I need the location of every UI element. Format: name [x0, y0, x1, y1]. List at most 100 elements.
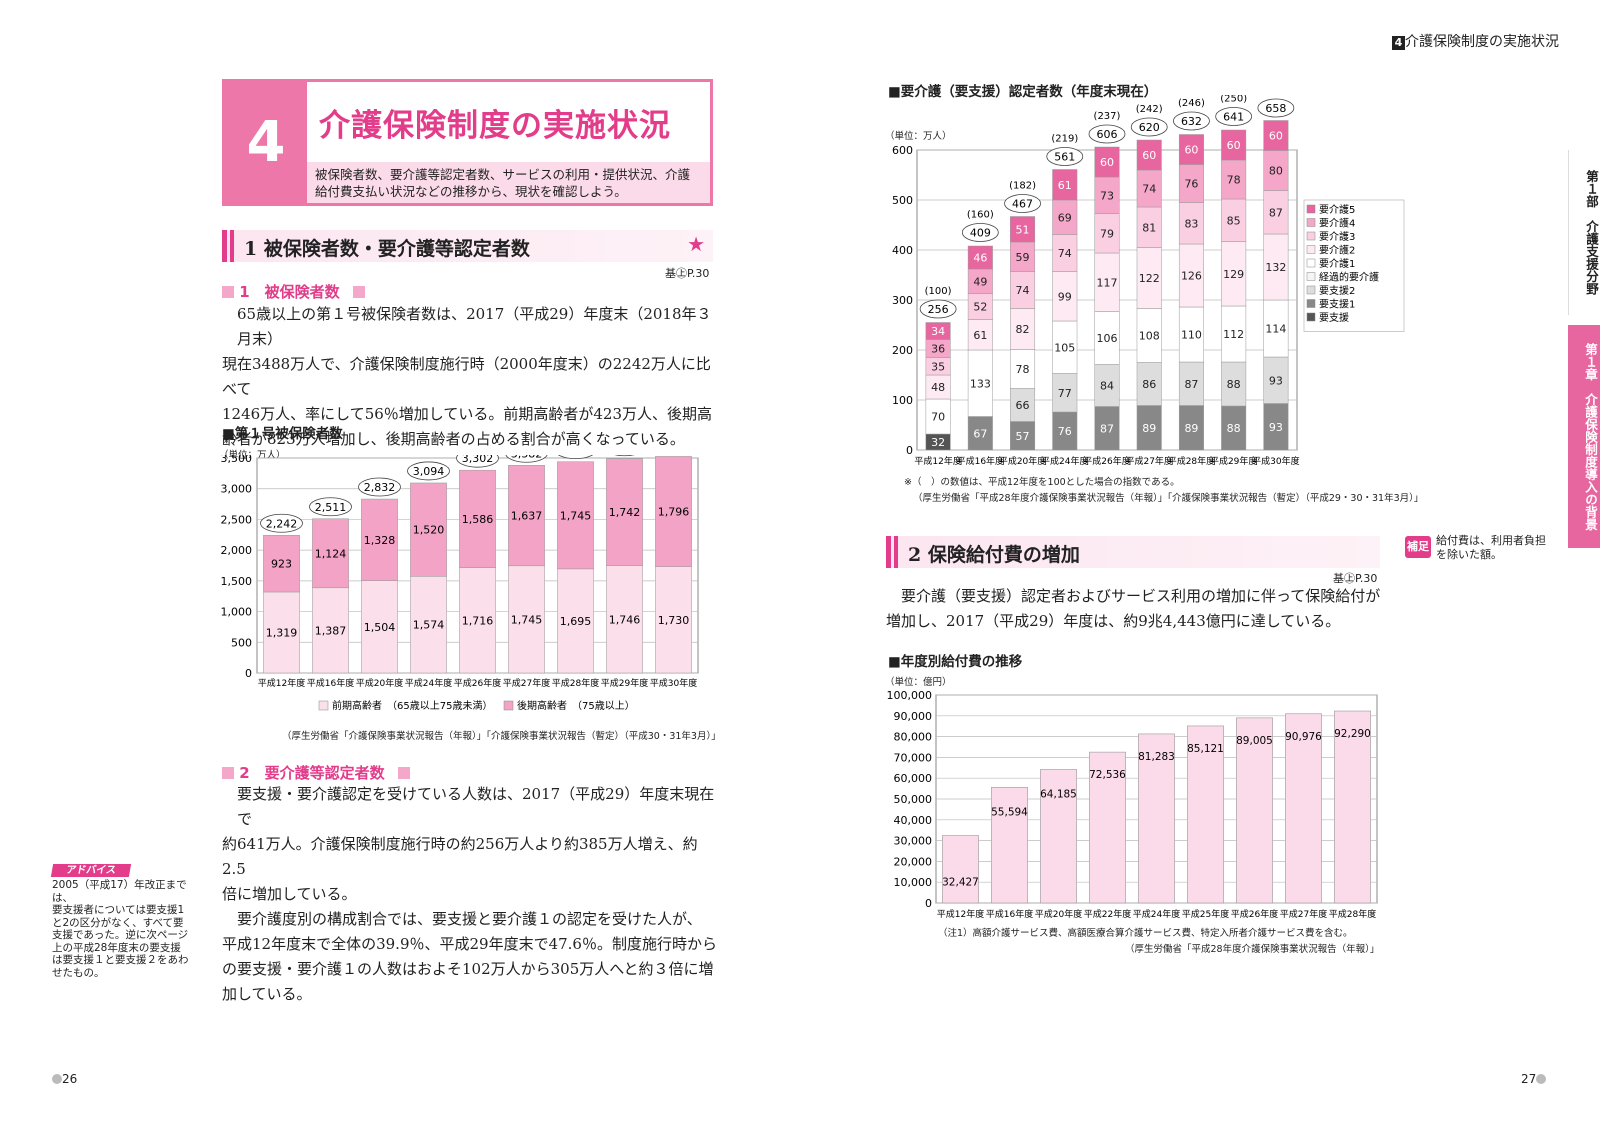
bar-segment — [967, 245, 993, 270]
data-label: 60 — [1227, 139, 1241, 152]
bar-segment — [967, 416, 993, 451]
x-tick-label: 平成28年度 — [1168, 455, 1215, 467]
running-header-title: 介護保険制度の実施状況 — [1405, 34, 1559, 50]
text-line: 1246万人、率にして56％増加している。前期高齢者が423万人、後期高 — [222, 405, 712, 423]
data-label: 1,637 — [511, 510, 543, 523]
data-label: 76 — [1184, 178, 1198, 191]
y-tick-label: 70,000 — [894, 751, 933, 764]
bar-segment — [1052, 373, 1078, 413]
index-label: (242) — [1136, 104, 1163, 115]
text-line: 平成12年度末で全体の39.9％、平成29年度末で47.6％。制度施行時から — [222, 935, 717, 953]
y-tick-label: 10,000 — [894, 876, 933, 889]
bar-segment — [1094, 146, 1120, 178]
subheading-1-label: 1 被保険者数 — [239, 283, 340, 301]
legend-swatch — [1306, 218, 1316, 227]
bar-segment — [655, 566, 692, 674]
heading-2-title: 2 保険給付費の増加 — [908, 544, 1080, 566]
y-tick-label: 20,000 — [894, 855, 933, 868]
data-label: 61 — [1058, 179, 1072, 192]
data-label: 90,976 — [1285, 731, 1322, 743]
x-tick-label: 平成26年度 — [1231, 908, 1278, 920]
y-tick-label: 80,000 — [894, 731, 933, 744]
bar-segment — [1094, 364, 1120, 407]
y-tick-label: 50,000 — [894, 793, 933, 806]
data-label: 60 — [1184, 144, 1198, 157]
figure-3-title: ■年度別給付費の推移 — [888, 654, 1023, 670]
bar-segment — [1136, 247, 1162, 309]
data-label: 114 — [1265, 323, 1286, 336]
bar-segment — [1136, 362, 1162, 406]
y-tick-label: 600 — [892, 144, 913, 157]
y-tick-label: 0 — [925, 897, 932, 910]
bar-segment — [925, 322, 951, 340]
data-label: 59 — [1016, 251, 1030, 264]
total-ellipse — [1257, 98, 1295, 118]
data-label: 1,387 — [315, 624, 347, 637]
data-label: 1,586 — [462, 513, 494, 526]
supplement-line: を除いた額。 — [1436, 548, 1502, 561]
legend-swatch — [1306, 285, 1316, 295]
x-tick-label: 平成24年度 — [1133, 908, 1180, 920]
index-label: (160) — [967, 210, 994, 221]
bar-segment — [312, 518, 349, 589]
bar-segment — [967, 293, 993, 320]
bar — [1187, 725, 1224, 904]
data-label: 51 — [1016, 223, 1030, 236]
data-label: 1,745 — [560, 509, 592, 522]
x-tick-label: 平成25年度 — [1182, 908, 1229, 920]
total-label: 3,302 — [462, 455, 494, 465]
x-tick-label: 平成16年度 — [986, 908, 1033, 920]
x-tick-label: 平成24年度 — [1041, 455, 1088, 467]
data-label: 1,319 — [266, 626, 298, 639]
y-tick-label: 1,500 — [221, 575, 253, 588]
reference-1: 基㊤P.30 — [665, 267, 710, 280]
total-ellipse — [1088, 124, 1126, 144]
bar-segment — [1010, 349, 1036, 389]
y-tick-label: 2,500 — [221, 513, 253, 526]
data-label: 112 — [1223, 328, 1244, 341]
data-label: 74 — [1016, 284, 1030, 297]
star-icon: ★ — [687, 232, 705, 256]
section-header: 4 介護保険制度の実施状況 被保険者数、要介護等認定者数、サービスの利用・提供状… — [222, 79, 713, 206]
data-label: 70 — [931, 411, 945, 424]
data-label: 79 — [1100, 227, 1114, 240]
legend-swatch — [503, 700, 514, 711]
total-ellipse — [505, 455, 548, 463]
bar — [1285, 713, 1322, 904]
total-label: 3,094 — [413, 465, 445, 478]
figure-3-source: （厚生労働省「平成28年度介護保険事業状況報告（年報）」 — [1125, 944, 1380, 955]
bar-segment — [1178, 306, 1204, 363]
subheading-1: 1 被保険者数 — [222, 281, 365, 302]
index-label: (182) — [1009, 181, 1036, 192]
index-label: (100) — [925, 286, 952, 297]
total-ellipse — [407, 461, 450, 481]
y-tick-label: 0 — [906, 444, 913, 457]
data-label: 60 — [1269, 130, 1283, 143]
data-label: 99 — [1058, 290, 1072, 303]
data-label: 1,742 — [609, 506, 641, 519]
bar-segment — [1263, 233, 1289, 301]
bar-segment — [1263, 150, 1289, 191]
total-label: 658 — [1265, 102, 1286, 115]
side-tab-part: 第１部 介護支援分野 — [1568, 150, 1600, 315]
page-number-right-text: 27 — [1521, 1072, 1537, 1086]
data-label: 73 — [1100, 189, 1114, 202]
x-tick-label: 平成27年度 — [1125, 455, 1172, 467]
data-label: 66 — [1016, 399, 1030, 412]
figure-1-title: ■第１号被保険者数 — [222, 426, 343, 442]
bar-segment — [263, 535, 300, 593]
data-label: 87 — [1184, 378, 1198, 391]
data-label: 76 — [1058, 425, 1072, 438]
figure-1-chart: 0 500 1,000 1,500 2,000 2,500 3,000 3,500 1,319 9… — [221, 455, 699, 712]
bar-segment — [1052, 169, 1078, 201]
square-icon — [222, 286, 234, 298]
data-label: 1,574 — [413, 619, 445, 632]
total-ellipse — [1004, 194, 1041, 213]
data-label: 74 — [1142, 183, 1156, 196]
bar-segment — [967, 319, 993, 351]
total-label: 3,382 — [511, 455, 543, 460]
data-label: 32 — [931, 436, 945, 449]
bar-segment — [1010, 308, 1036, 350]
data-label: 1,716 — [462, 614, 494, 627]
supplement-tag: 補足 — [1405, 536, 1431, 558]
